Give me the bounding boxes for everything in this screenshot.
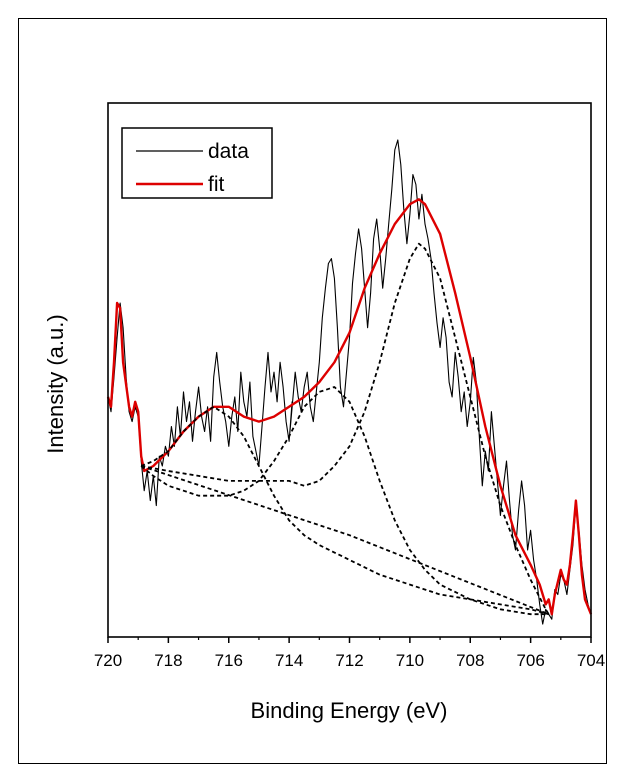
- x-tick-label: 718: [154, 651, 182, 670]
- x-tick-label: 712: [335, 651, 363, 670]
- x-tick-label: 716: [215, 651, 243, 670]
- x-tick-label: 714: [275, 651, 303, 670]
- component-curve-3-line: [140, 405, 549, 616]
- component-curve-5-line: [140, 465, 550, 616]
- y-axis-title: Intensity (a.u.): [43, 314, 68, 453]
- legend-label-fit: fit: [208, 173, 225, 196]
- legend-label-data: data: [208, 140, 249, 163]
- plot-area: [106, 139, 593, 625]
- legend: data fit: [121, 127, 273, 199]
- x-tick-label: 720: [94, 651, 122, 670]
- legend-box: [121, 127, 273, 199]
- x-ticks: 720 718 716 714 712 710 708 706 704: [94, 637, 605, 670]
- x-tick-label: 704: [577, 651, 605, 670]
- figure-frame: [18, 18, 607, 764]
- x-tick-label: 706: [516, 651, 544, 670]
- component-curve-2-line: [140, 386, 549, 616]
- series-fit-line: [106, 198, 593, 616]
- x-axis-title: Binding Energy (eV): [251, 698, 448, 723]
- x-tick-label: 708: [456, 651, 484, 670]
- x-tick-label: 710: [396, 651, 424, 670]
- series-data-line: [107, 139, 592, 625]
